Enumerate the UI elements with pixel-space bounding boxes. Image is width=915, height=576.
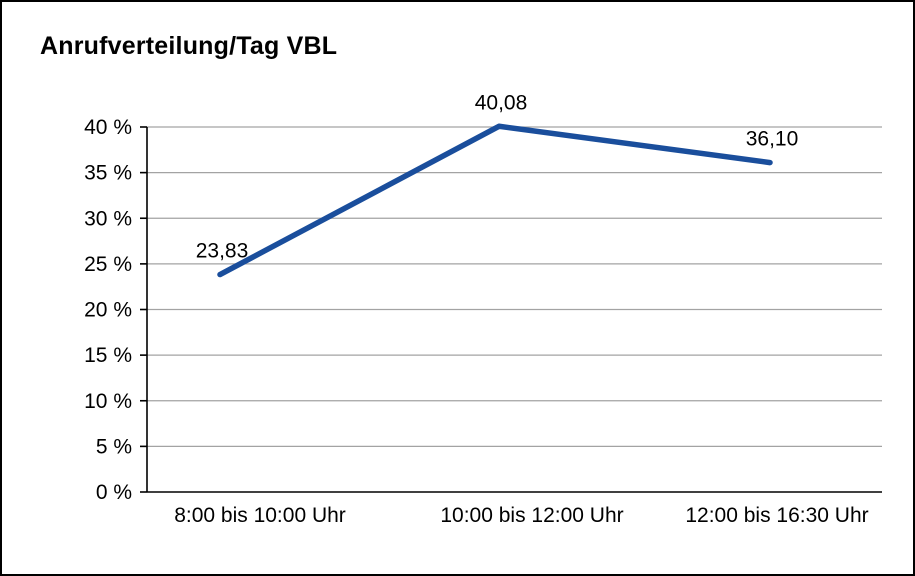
chart-title: Anrufverteilung/Tag VBL bbox=[40, 32, 338, 60]
data-point-label: 36,10 bbox=[746, 128, 799, 151]
y-tick-label: 40 % bbox=[84, 116, 132, 139]
x-tick-label: 12:00 bis 16:30 Uhr bbox=[685, 504, 868, 527]
y-tick-label: 0 % bbox=[96, 481, 132, 504]
y-tick-label: 5 % bbox=[96, 435, 132, 458]
y-tick-label: 35 % bbox=[84, 162, 132, 185]
x-tick-label: 10:00 bis 12:00 Uhr bbox=[440, 504, 623, 527]
x-tick-label: 8:00 bis 10:00 Uhr bbox=[174, 504, 346, 527]
y-tick-label: 15 % bbox=[84, 344, 132, 367]
data-point-label: 40,08 bbox=[475, 91, 528, 114]
y-tick-label: 20 % bbox=[84, 299, 132, 322]
y-tick-label: 30 % bbox=[84, 207, 132, 230]
series-line bbox=[217, 123, 773, 278]
data-point-label: 23,83 bbox=[196, 240, 249, 263]
y-tick-label: 25 % bbox=[84, 253, 132, 276]
y-tick-label: 10 % bbox=[84, 390, 132, 413]
